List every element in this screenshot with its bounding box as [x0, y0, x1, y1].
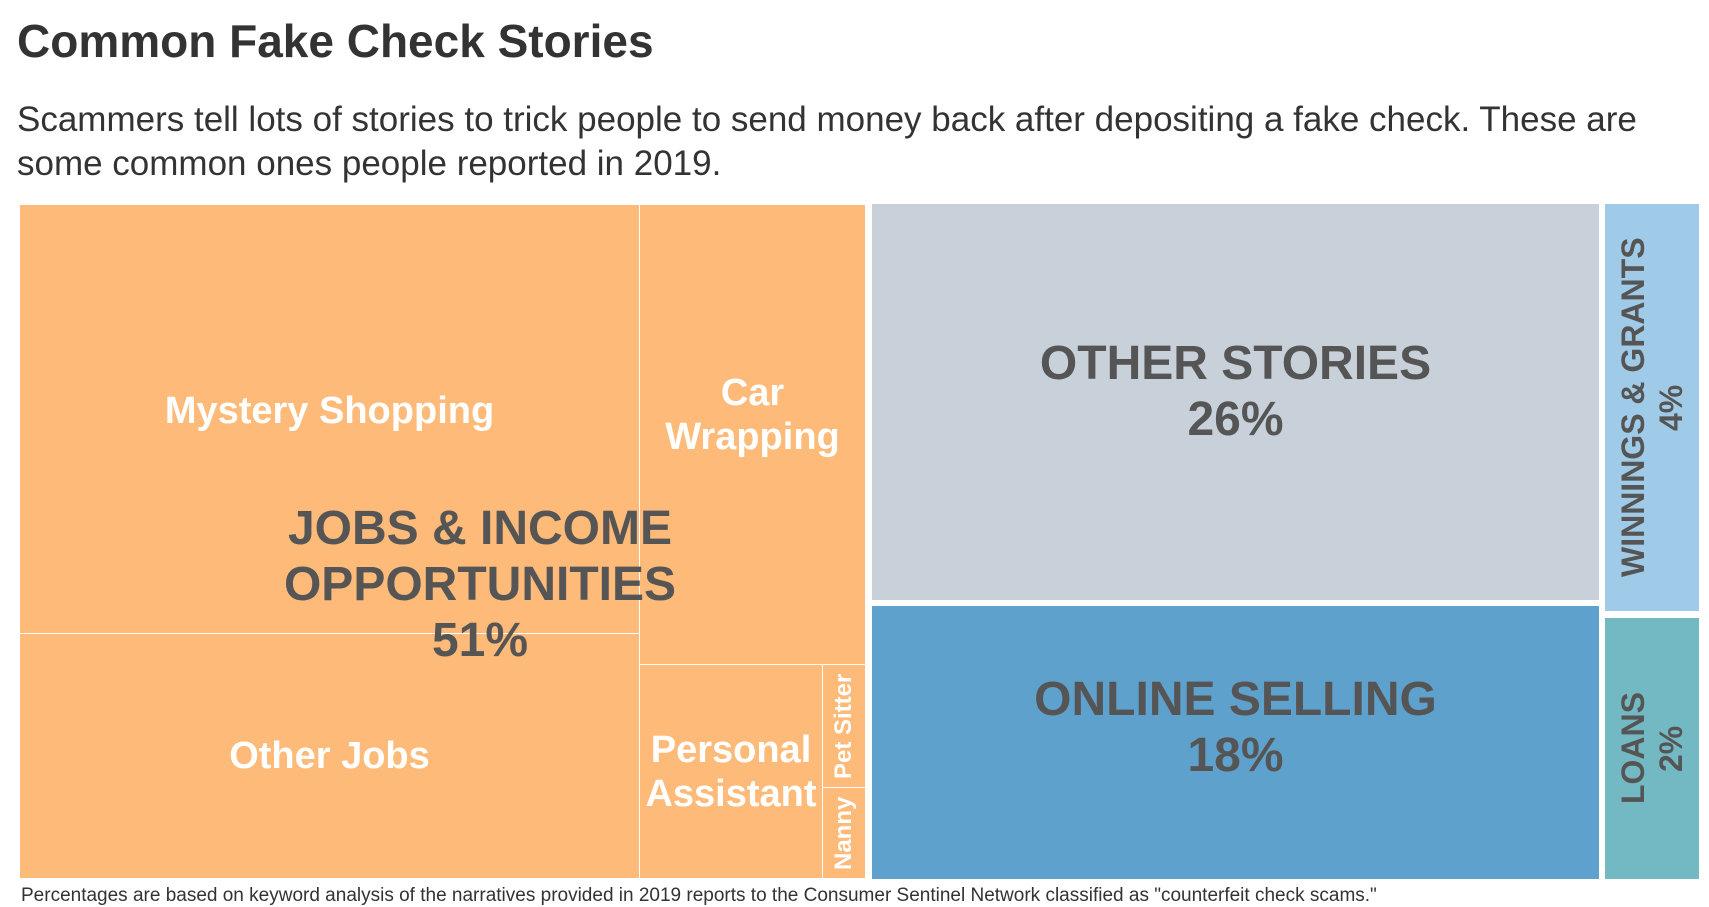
chart-title: Common Fake Check Stories: [17, 15, 654, 67]
treemap-cell-other-stories[interactable]: [872, 204, 1599, 600]
subcell-personal-assistant[interactable]: Personal Assistant: [639, 664, 823, 879]
footnote: Percentages are based on keyword analysi…: [21, 885, 1377, 906]
chart-subtitle: Scammers tell lots of stories to trick p…: [17, 100, 1637, 183]
subcell-nanny[interactable]: Nanny: [822, 787, 866, 879]
subcell-car-wrapping[interactable]: Car Wrapping: [639, 204, 866, 665]
treemap-cell-loans[interactable]: [1605, 618, 1699, 879]
treemap-cell-winnings-grants[interactable]: [1605, 204, 1699, 611]
subcell-mystery-shopping[interactable]: Mystery Shopping: [19, 204, 640, 634]
treemap-cell-online-selling[interactable]: [872, 606, 1599, 879]
subcell-other-jobs[interactable]: Other Jobs: [19, 633, 640, 879]
subcell-pet-sitter[interactable]: Pet Sitter: [822, 664, 866, 788]
